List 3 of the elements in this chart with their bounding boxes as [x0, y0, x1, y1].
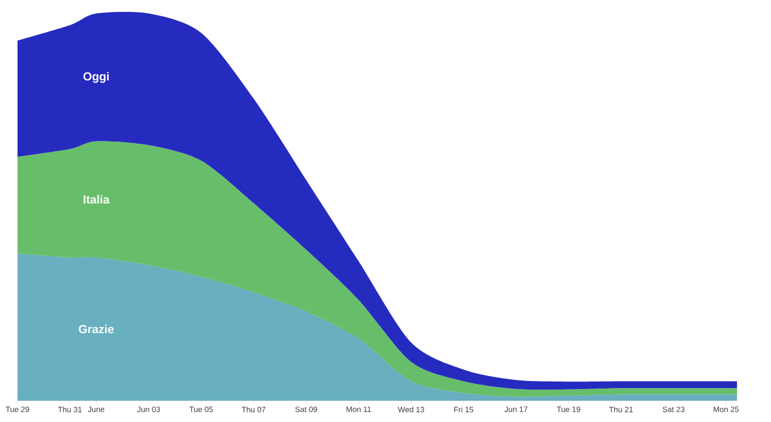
series-label: Grazie [78, 324, 114, 334]
series-label: Oggi [83, 72, 109, 83]
series-label: Italia [84, 195, 110, 204]
